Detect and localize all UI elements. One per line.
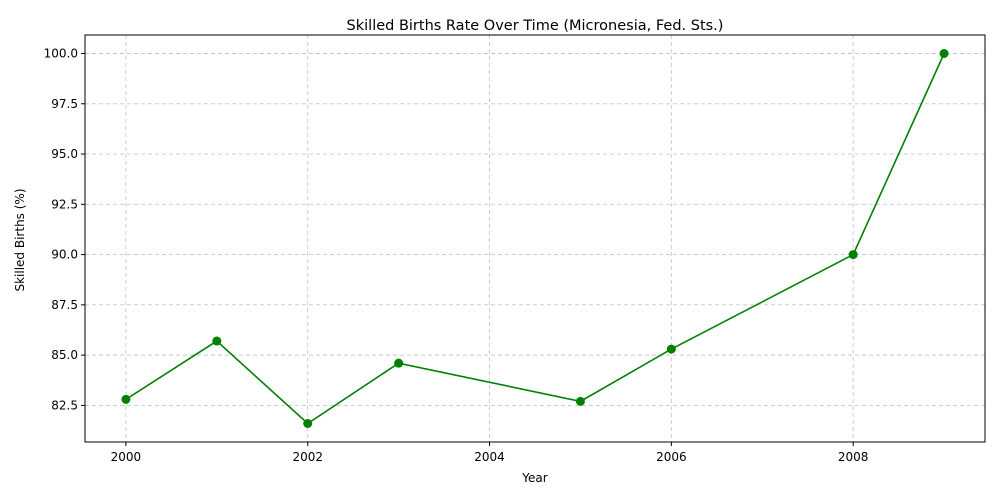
data-point [848,250,858,260]
y-tick-label: 90.0 [51,248,78,262]
x-tick-label: 2004 [474,450,505,464]
y-tick-label: 97.5 [51,97,78,111]
y-tick-label: 100.0 [44,47,78,61]
data-point [212,336,222,346]
chart-title: Skilled Births Rate Over Time (Micronesi… [347,18,724,34]
y-tick-label: 95.0 [51,147,78,161]
data-point [939,49,949,58]
x-tick-label: 2002 [292,450,323,464]
data-point [121,394,131,404]
x-tick-label: 2000 [111,450,142,464]
grid [85,35,985,442]
y-tick-label: 92.5 [51,197,78,211]
y-tick-label: 82.5 [51,398,78,412]
x-tick-label: 2006 [656,450,687,464]
x-tick-label: 2008 [838,450,869,464]
plot-frame [84,34,986,443]
series-group [121,49,949,428]
y-axis: 82.5 85.0 87.5 90.0 92.5 95.0 97.5 100.0 [44,47,85,412]
data-point [666,344,676,354]
y-axis-title: Skilled Births (%) [13,188,27,291]
data-point [303,419,313,428]
x-axis-title: Year [521,471,547,485]
y-tick-label: 87.5 [51,298,78,312]
data-point [394,358,404,368]
series-line [125,53,945,425]
x-axis: 2000 2002 2004 2006 2008 [111,442,869,464]
data-point [575,396,585,406]
y-tick-label: 85.0 [51,348,78,362]
